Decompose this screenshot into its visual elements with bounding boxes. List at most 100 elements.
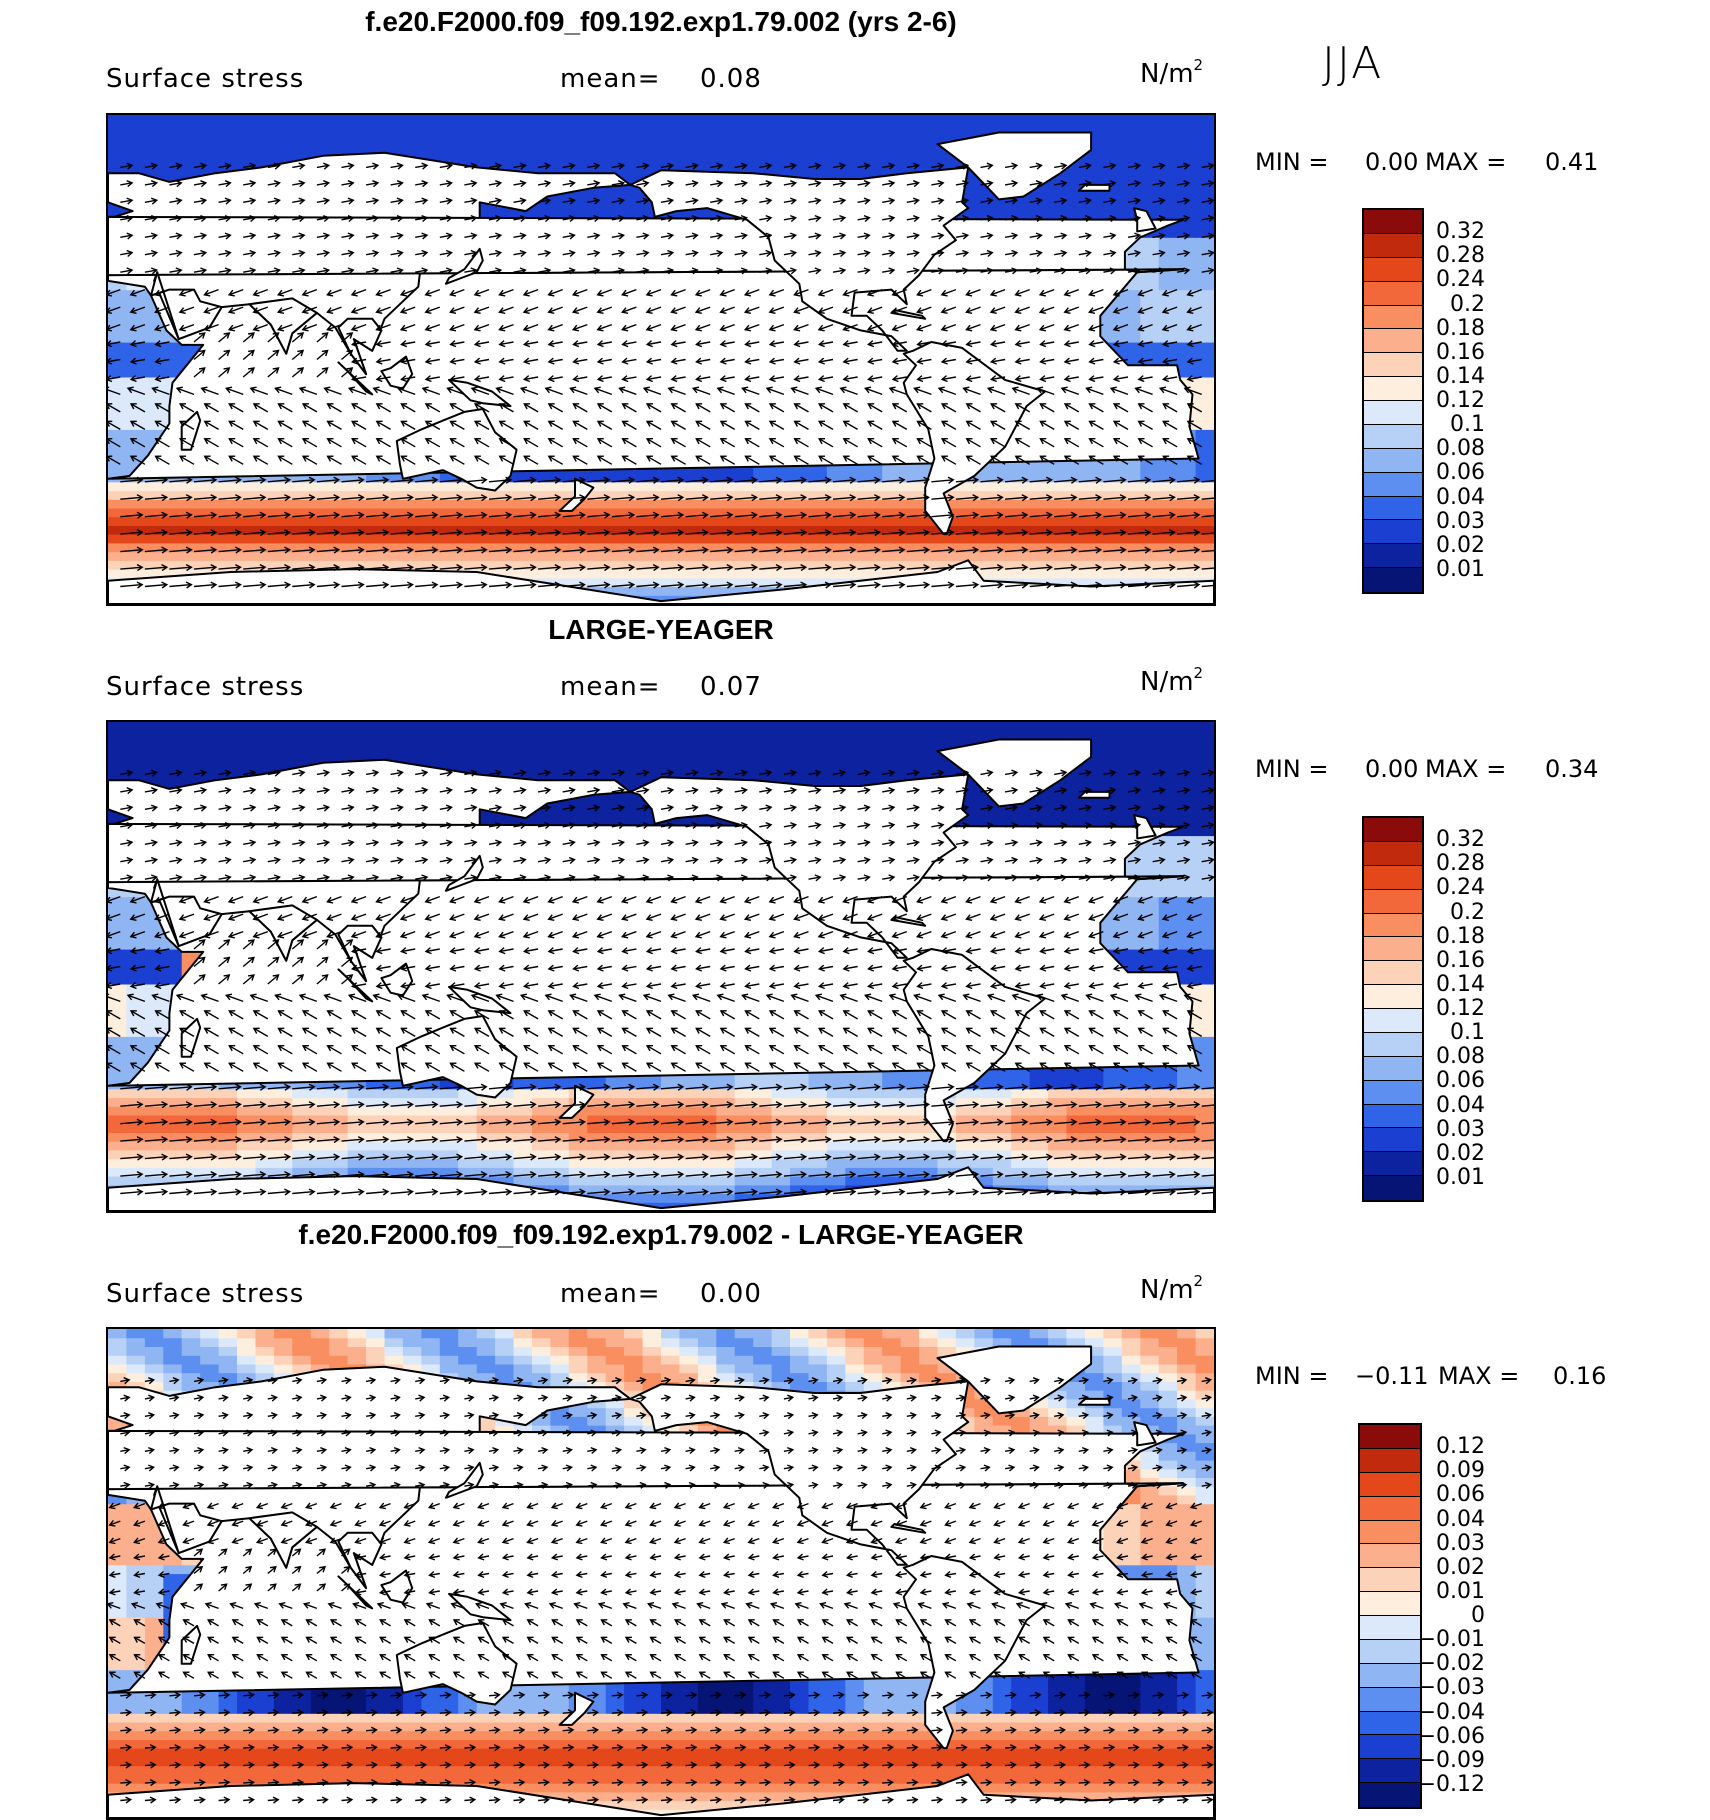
field-cell <box>514 133 533 142</box>
field-cell <box>1122 552 1141 561</box>
field-cell <box>569 124 588 133</box>
field-cell <box>1122 167 1141 176</box>
field-cell <box>1196 394 1214 403</box>
field-cell <box>901 124 920 133</box>
field-cell <box>532 150 551 159</box>
field-cell <box>274 517 293 526</box>
field-cell <box>679 552 698 561</box>
field-cell <box>1196 150 1214 159</box>
field-cell <box>1122 517 1141 526</box>
field-cell <box>385 534 404 543</box>
field-cell <box>882 517 901 526</box>
field-cell <box>237 133 256 142</box>
max-value: 0.41 <box>1545 148 1598 176</box>
field-cell <box>163 115 182 124</box>
field-cell <box>292 534 311 543</box>
field-cell <box>274 150 293 159</box>
field-cell <box>1122 115 1141 124</box>
field-cell <box>679 141 698 150</box>
field-cell <box>790 499 809 508</box>
field-cell <box>698 569 717 578</box>
field-cell <box>938 159 957 168</box>
field-cell <box>569 115 588 124</box>
field-cell <box>237 552 256 561</box>
field-cell <box>532 482 551 491</box>
field-cell <box>809 482 828 491</box>
field-cell <box>182 482 201 491</box>
field-cell <box>587 534 606 543</box>
field-cell <box>698 482 717 491</box>
field-cell <box>974 517 993 526</box>
field-cell <box>1103 141 1122 150</box>
field-cell <box>1085 167 1104 176</box>
field-cell <box>643 124 662 133</box>
field-cell <box>145 115 164 124</box>
field-cell <box>1048 115 1067 124</box>
field-cell <box>1048 552 1067 561</box>
field-cell <box>864 115 883 124</box>
field-cell <box>1140 272 1159 281</box>
field-cell <box>108 403 127 412</box>
field-cell <box>440 552 459 561</box>
field-cell <box>1103 464 1122 473</box>
field-cell <box>329 124 348 133</box>
field-cell <box>790 517 809 526</box>
field-cell <box>311 482 330 491</box>
field-cell <box>1122 499 1141 508</box>
field-cell <box>348 133 367 142</box>
field-cell <box>753 482 772 491</box>
field-cell <box>606 150 625 159</box>
field-cell <box>366 517 385 526</box>
field-cell <box>126 316 145 325</box>
field-cell <box>145 534 164 543</box>
field-cell <box>901 133 920 142</box>
field-cell <box>993 464 1012 473</box>
field-cell <box>1067 552 1086 561</box>
field-cell <box>901 534 920 543</box>
field-cell <box>1067 482 1086 491</box>
field-cell <box>679 482 698 491</box>
field-cell <box>661 552 680 561</box>
field-cell <box>587 141 606 150</box>
field-cell <box>643 587 662 596</box>
field-cell <box>458 534 477 543</box>
field-cell <box>1103 316 1122 325</box>
field-cell <box>440 499 459 508</box>
field-cell <box>938 124 957 133</box>
field-cell <box>827 517 846 526</box>
field-cell <box>956 499 975 508</box>
field-cell <box>1196 351 1214 360</box>
field-cell <box>311 534 330 543</box>
field-cell <box>809 141 828 150</box>
field-cell <box>1103 569 1122 578</box>
field-cell <box>550 552 569 561</box>
field-cell <box>1122 464 1141 473</box>
field-cell <box>882 464 901 473</box>
field-cell <box>735 517 754 526</box>
field-cell <box>421 482 440 491</box>
field-cell <box>219 150 238 159</box>
field-cell <box>145 394 164 403</box>
field-cell <box>311 552 330 561</box>
field-cell <box>1159 124 1178 133</box>
field-cell <box>882 133 901 142</box>
field-cell <box>256 115 275 124</box>
field-cell <box>1196 464 1214 473</box>
field-cell <box>1159 115 1178 124</box>
field-cell <box>421 517 440 526</box>
field-cell <box>735 124 754 133</box>
field-cell <box>569 133 588 142</box>
field-cell <box>274 133 293 142</box>
field-cell <box>182 150 201 159</box>
field-cell <box>809 133 828 142</box>
field-cell <box>182 552 201 561</box>
field-cell <box>772 482 791 491</box>
field-cell <box>385 552 404 561</box>
field-cell <box>532 569 551 578</box>
field-cell <box>237 115 256 124</box>
field-cell <box>735 499 754 508</box>
field-cell <box>974 534 993 543</box>
coastline-iceland <box>1079 185 1110 191</box>
field-cell <box>1103 115 1122 124</box>
field-cell <box>403 517 422 526</box>
